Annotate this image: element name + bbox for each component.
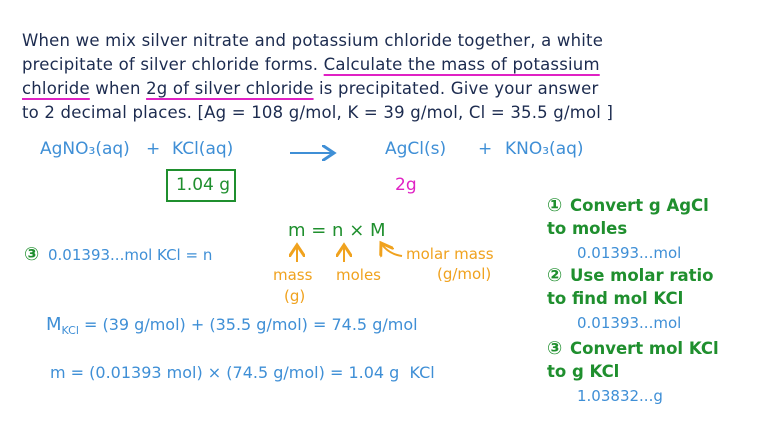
step-number: ③	[24, 244, 40, 265]
product: KNO₃(aq)	[505, 139, 584, 159]
step-number: ①	[547, 195, 563, 216]
step-text: to g KCl	[547, 362, 620, 381]
step-text: to moles	[547, 219, 628, 238]
reactant: KCl(aq)	[172, 139, 234, 159]
calc: = (39 g/mol) + (35.5 g/mol) = 74.5 g/mol	[78, 315, 418, 334]
product: AgCl(s)	[385, 139, 447, 159]
problem-text: Calculate the mass of potassium	[323, 55, 600, 74]
formula-label: mass	[273, 266, 313, 284]
step-text: Convert mol KCl	[570, 339, 719, 358]
subscript: KCl	[61, 324, 79, 338]
problem-text: to 2 decimal places. [Ag = 108 g/mol, K …	[22, 103, 614, 122]
problem-line: precipitate of silver chloride forms. Ca…	[22, 55, 600, 74]
problem-line: chloride when 2g of silver chloride is p…	[22, 79, 599, 98]
problem-text: precipitate of silver chloride forms.	[22, 55, 324, 74]
plus: +	[146, 139, 161, 159]
step-result: 0.01393...mol	[577, 244, 682, 262]
step-text: Convert g AgCl	[570, 196, 709, 215]
problem-line: to 2 decimal places. [Ag = 108 g/mol, K …	[22, 103, 614, 122]
problem-text: when	[89, 79, 147, 98]
problem-text: When we mix silver nitrate and potassium…	[22, 31, 604, 50]
label-arrow	[381, 243, 403, 256]
step-text: Use molar ratio	[570, 266, 714, 285]
answer-box	[166, 169, 236, 202]
formula-label: (g)	[284, 287, 306, 305]
product-plus: +	[478, 139, 493, 159]
moles-result: 0.01393...mol KCl = n	[48, 246, 213, 264]
problem-text: is precipitated. Give your answer	[313, 79, 599, 98]
step-number: ③	[547, 338, 563, 359]
answer: 1.04 g	[176, 175, 231, 195]
step-result: 1.03832...g	[577, 387, 663, 405]
problem-text: chloride	[22, 79, 90, 98]
problem-text: 2g of silver chloride	[146, 79, 314, 98]
step-text: to find mol KCl	[547, 289, 684, 308]
mass-calc: m = (0.01393 mol) × (74.5 g/mol) = 1.04 …	[50, 363, 435, 382]
step-number: ②	[547, 265, 563, 286]
formula-label: moles	[336, 266, 381, 284]
problem-line: When we mix silver nitrate and potassium…	[22, 31, 604, 50]
formula: m = n × M	[288, 220, 386, 241]
reactant: AgNO₃(aq)	[40, 139, 130, 159]
given-mass: 2g	[395, 175, 417, 195]
symbol: M	[46, 314, 62, 335]
formula-label: (g/mol)	[437, 265, 492, 283]
molar-mass-calc: MKCl = (39 g/mol) + (35.5 g/mol) = 74.5 …	[46, 314, 418, 338]
step-result: 0.01393...mol	[577, 314, 682, 332]
formula-label: molar mass	[406, 245, 494, 263]
